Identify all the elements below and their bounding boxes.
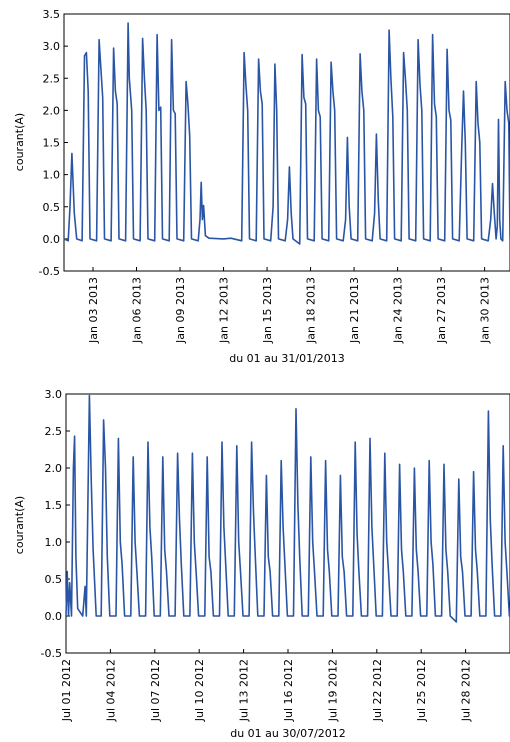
x-tick-label: Jul 19 2012	[326, 659, 339, 722]
y-tick-label: 2.5	[45, 425, 63, 438]
y-tick-label: 0.5	[45, 573, 63, 586]
y-tick-label: 2.0	[45, 462, 63, 475]
chart-july-2012: -0.50.00.51.01.52.02.53.0 Jul 01 2012 Jul…	[13, 388, 510, 740]
x-tick-label: Jan 21 2013	[348, 277, 361, 344]
y-tick-label: 0.0	[43, 233, 61, 246]
y-tick-label: 3.5	[43, 8, 61, 21]
y-axis-label-2: courant(A)	[13, 496, 26, 554]
x-tick-label: Jan 12 2013	[218, 277, 231, 344]
y-axis-ticks-1: -0.5 0.0 0.5 1.0 1.5 2.0 2.5 3.0 3.5	[39, 8, 68, 278]
x-tick-label: Jul 10 2012	[193, 659, 206, 722]
y-tick-label: 0.0	[45, 610, 63, 623]
y-axis-label-1: courant(A)	[13, 113, 26, 171]
y-tick-label: 0.5	[43, 201, 61, 214]
x-tick-label: Jul 16 2012	[282, 659, 295, 722]
y-tick-label: -0.5	[41, 647, 62, 660]
y-tick-label: 1.0	[45, 536, 63, 549]
plot-area-1	[63, 13, 510, 272]
x-axis-label-1: du 01 au 31/01/2013	[229, 352, 345, 365]
x-tick-label: Jan 27 2013	[435, 277, 448, 344]
x-tick-label: Jan 30 2013	[479, 277, 492, 344]
y-tick-label: 3.0	[45, 388, 63, 401]
y-tick-label: -0.5	[39, 265, 60, 278]
x-tick-label: Jul 07 2012	[149, 659, 162, 722]
x-axis-ticks-2: Jul 01 2012 Jul 04 2012 Jul 07 2012 Jul 10 …	[60, 649, 473, 722]
x-tick-label: Jan 06 2013	[131, 277, 144, 344]
x-tick-label: Jul 01 2012	[60, 659, 73, 722]
y-tick-label: 1.5	[45, 499, 63, 512]
x-tick-label: Jul 22 2012	[371, 659, 384, 722]
x-tick-label: Jan 09 2013	[174, 277, 187, 344]
y-tick-label: 2.0	[43, 104, 61, 117]
x-tick-label: Jul 13 2012	[238, 659, 251, 722]
chart-january-2013: -0.5 0.0 0.5 1.0 1.5 2.0 2.5 3.0 3.5 Jan 03 2013…	[13, 8, 510, 365]
x-tick-label: Jul 25 2012	[415, 659, 428, 722]
x-tick-label: Jan 18 2013	[305, 277, 318, 344]
series-line-2	[65, 394, 510, 623]
x-tick-label: Jan 24 2013	[392, 277, 405, 344]
x-tick-label: Jan 15 2013	[261, 277, 274, 344]
x-tick-label: Jul 04 2012	[104, 659, 117, 722]
series-line-1	[63, 22, 510, 245]
x-axis-ticks-1: Jan 03 2013 Jan 06 2013 Jan 09 2013 Jan 12 …	[87, 267, 492, 344]
x-tick-label: Jan 03 2013	[87, 277, 100, 344]
y-axis-ticks-2: -0.5 0.0 0.5 1.0 1.5 2.0 2.5 3.0	[41, 388, 70, 660]
y-tick-label: 2.5	[43, 72, 61, 85]
x-tick-label: Jul 28 2012	[460, 659, 473, 722]
x-axis-label-2: du 01 au 30/07/2012	[230, 727, 346, 740]
y-tick-label: 1.5	[43, 137, 61, 150]
y-tick-label: 1.0	[43, 169, 61, 182]
y-tick-label: 3.0	[43, 40, 61, 53]
